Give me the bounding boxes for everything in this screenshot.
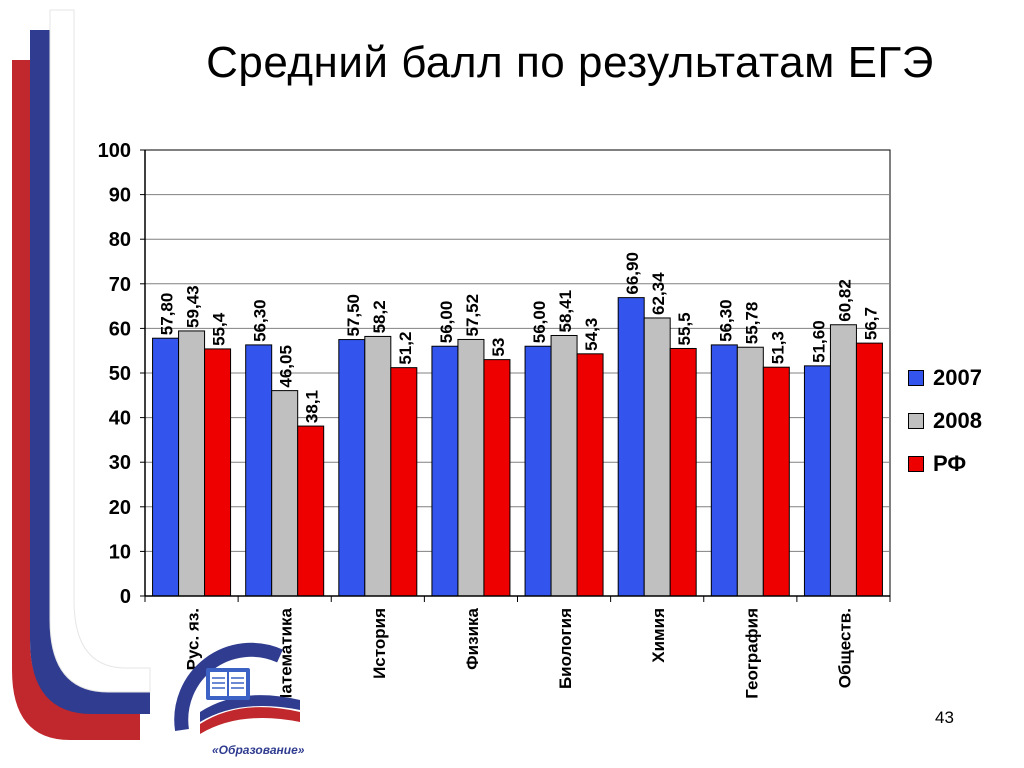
bar-2008 [550, 334, 578, 597]
data-label: 56,00 [437, 301, 456, 344]
bar-2007 [617, 297, 645, 597]
x-tick-label: Рус. яз. [184, 608, 203, 670]
bar-rf [390, 367, 418, 597]
data-label: 60,82 [835, 279, 854, 322]
x-tick-label: Физика [463, 607, 482, 669]
data-label: 66,90 [623, 252, 642, 295]
bar-2008 [178, 330, 206, 597]
data-label: 58,41 [556, 290, 575, 333]
red-band [12, 60, 140, 740]
bars [152, 297, 883, 597]
book-icon [206, 668, 250, 700]
data-label: 59,43 [184, 285, 203, 328]
logo-wave-blue [200, 695, 300, 722]
y-tick-label: 20 [109, 497, 131, 519]
data-label: 62,34 [649, 272, 668, 315]
white-band [49, 9, 151, 693]
y-tick-label: 60 [109, 318, 131, 340]
bar-2008 [643, 317, 671, 597]
y-tick-label: 50 [109, 363, 131, 385]
tricolor-decoration [12, 9, 151, 740]
data-label: 56,30 [716, 299, 735, 342]
data-label: 51,2 [396, 332, 415, 365]
data-label: 56,30 [251, 299, 270, 342]
bar-2007 [431, 345, 459, 597]
axes: 0 10 20 30 40 50 60 70 80 90 100 Рус. яз. Математика… [98, 140, 891, 708]
y-tick-label: 80 [109, 229, 131, 251]
bar-2007 [710, 344, 738, 597]
data-label: 54,3 [582, 318, 601, 351]
bar-2008 [271, 390, 299, 597]
legend-label-rf: РФ [933, 450, 967, 476]
y-tick-label: 90 [109, 185, 131, 207]
bar-2008 [736, 346, 764, 597]
bar-rf [576, 353, 604, 597]
bar-rf [297, 425, 325, 597]
data-label: 51,3 [768, 331, 787, 364]
legend-label-2008: 2008 [933, 407, 982, 433]
bar-2007 [524, 345, 552, 597]
bar-rf [669, 347, 697, 597]
y-tick-label: 100 [98, 140, 131, 162]
legend-swatch-rf [908, 455, 924, 472]
page-title: Средний балл по результатам ЕГЭ [206, 38, 934, 87]
x-tick-label: Математика [277, 607, 296, 707]
legend-swatch-2007 [908, 369, 924, 386]
slide-number: 43 [935, 708, 954, 727]
legend-item-rf: РФ [908, 442, 1018, 485]
data-labels: 57,80 59,43 55,4 56,30 46,05 38,1 57,50 58,2 51,… [158, 252, 881, 423]
bar-2007 [338, 339, 366, 597]
y-tick-label: 30 [109, 452, 131, 474]
bar-rf [762, 366, 790, 597]
data-label: 55,78 [742, 302, 761, 345]
x-tick-label: История [370, 608, 389, 679]
blue-band [30, 30, 150, 714]
bar-rf [483, 359, 511, 597]
data-label: 51,60 [809, 320, 828, 363]
bar-2008 [457, 338, 485, 597]
bar-2008 [364, 335, 392, 597]
y-tick-label: 70 [109, 274, 131, 296]
data-label: 57,50 [344, 294, 363, 337]
x-tick-label: Химия [649, 608, 668, 663]
x-tick-label: Обществ. [835, 608, 854, 688]
legend-item-2008: 2008 [908, 399, 1018, 442]
education-project-logo: «Образование» [174, 642, 305, 757]
data-label: 56,00 [530, 301, 549, 344]
bar-2007 [803, 365, 831, 597]
data-label: 55,5 [675, 312, 694, 345]
legend-swatch-2008 [908, 412, 924, 429]
data-label: 53 [489, 338, 508, 357]
data-label: 56,7 [861, 307, 880, 340]
data-label: 57,80 [158, 293, 177, 336]
x-tick-label: Биология [556, 608, 575, 689]
data-label: 58,2 [370, 300, 389, 333]
legend: 2007 2008 РФ [908, 356, 1018, 485]
logo-arc-outer [174, 642, 283, 732]
bar-rf [204, 348, 232, 597]
x-tick-label: География [742, 608, 761, 699]
legend-item-2007: 2007 [908, 356, 1018, 399]
y-tick-label: 0 [120, 586, 131, 608]
data-label: 46,05 [277, 345, 296, 388]
legend-label-2007: 2007 [933, 364, 982, 390]
data-label: 55,4 [210, 312, 229, 346]
data-label: 57,52 [463, 294, 482, 337]
data-label: 38,1 [303, 390, 322, 423]
y-tick-label: 10 [109, 541, 131, 563]
bar-rf [855, 342, 883, 597]
logo-caption: «Образование» [212, 743, 305, 757]
bar-2007 [152, 337, 180, 597]
bar-2008 [829, 324, 857, 597]
y-tick-label: 40 [109, 408, 131, 430]
bar-2007 [245, 344, 273, 597]
logo-wave-red [200, 707, 300, 734]
